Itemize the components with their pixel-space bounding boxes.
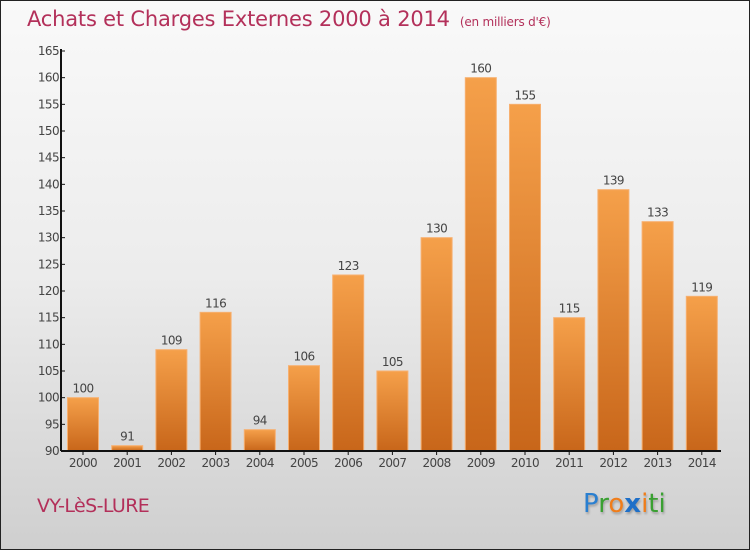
x-tick-label-2011: 2011 xyxy=(555,456,583,470)
x-tick-label-2012: 2012 xyxy=(599,456,627,470)
x-tick-label-2004: 2004 xyxy=(246,456,274,470)
logo-letter: r xyxy=(598,489,609,519)
value-label-2010: 155 xyxy=(514,88,535,102)
value-label-2013: 133 xyxy=(647,206,668,220)
x-tick-label-2013: 2013 xyxy=(644,456,672,470)
bar-2004 xyxy=(243,429,276,452)
y-tick-label-125: 125 xyxy=(38,257,59,271)
bar-2007 xyxy=(376,370,409,452)
y-tick-label-90: 90 xyxy=(45,444,59,458)
y-tick-label-145: 145 xyxy=(38,151,59,165)
y-tick-label-155: 155 xyxy=(38,97,59,111)
x-tick-label-2010: 2010 xyxy=(511,456,539,470)
y-tick-label-95: 95 xyxy=(45,417,59,431)
chart-title-text: Achats et Charges Externes 2000 à 2014 xyxy=(27,7,450,31)
value-label-2007: 105 xyxy=(382,355,403,369)
y-tick-label-150: 150 xyxy=(38,124,59,138)
bar-2000 xyxy=(67,397,99,452)
x-tick-label-2000: 2000 xyxy=(69,456,97,470)
x-tick-label-2009: 2009 xyxy=(467,456,495,470)
value-label-2004: 94 xyxy=(253,414,267,428)
value-label-2002: 109 xyxy=(161,334,182,348)
x-tick-label-2001: 2001 xyxy=(113,456,141,470)
bar-2010 xyxy=(509,103,541,452)
value-label-2006: 123 xyxy=(338,259,359,273)
y-tick-label-135: 135 xyxy=(38,204,59,218)
axes-group: 2000 2001 2002 2003 2004 2005 2006 2007 2008 2009… xyxy=(38,44,721,470)
value-label-2011: 115 xyxy=(559,302,580,316)
y-tick-label-165: 165 xyxy=(38,44,59,58)
y-tick-label-140: 140 xyxy=(38,177,59,191)
logo-letter: P xyxy=(583,489,599,519)
bar-2008 xyxy=(420,237,453,452)
x-tick-label-2005: 2005 xyxy=(290,456,318,470)
bar-2003 xyxy=(199,311,232,452)
bar-2002 xyxy=(155,349,188,452)
y-tick-label-130: 130 xyxy=(38,231,59,245)
x-tick-label-2003: 2003 xyxy=(202,456,230,470)
value-label-2000: 100 xyxy=(72,382,93,396)
bar-2012 xyxy=(597,189,630,452)
y-tick-label-115: 115 xyxy=(38,311,59,325)
value-label-2014: 119 xyxy=(691,280,712,294)
value-label-2003: 116 xyxy=(205,296,226,310)
chart-subtitle: (en milliers d'€) xyxy=(459,15,551,29)
logo-letter: i xyxy=(641,489,649,519)
logo-letter: i xyxy=(658,489,666,519)
logo-letter: x xyxy=(624,489,642,519)
y-tick-label-100: 100 xyxy=(38,391,59,405)
value-label-2012: 139 xyxy=(603,174,624,188)
x-tick-label-2008: 2008 xyxy=(423,456,451,470)
proxiti-logo: Proxiti xyxy=(583,489,666,519)
y-tick-label-160: 160 xyxy=(38,71,59,85)
town-name: VY-LèS-LURE xyxy=(37,495,150,517)
logo-letter: o xyxy=(608,489,625,519)
x-tick-label-2014: 2014 xyxy=(688,456,716,470)
bar-2006 xyxy=(332,274,365,452)
bar-2009 xyxy=(464,77,497,452)
bar-2013 xyxy=(641,221,674,452)
bar-2005 xyxy=(288,365,320,452)
logo-letter: t xyxy=(648,489,659,519)
x-tick-label-2007: 2007 xyxy=(378,456,406,470)
value-label-2009: 160 xyxy=(470,62,491,76)
bars-group: 100 91 109 116 94 106 123 105 130 160 155 115 139 133… xyxy=(67,62,718,452)
value-label-2001: 91 xyxy=(120,430,134,444)
x-tick-label-2002: 2002 xyxy=(157,456,185,470)
x-tick-label-2006: 2006 xyxy=(334,456,362,470)
chart-title: Achats et Charges Externes 2000 à 2014 (e… xyxy=(27,7,551,31)
bar-2014 xyxy=(685,295,718,452)
value-label-2008: 130 xyxy=(426,222,447,236)
bar-2011 xyxy=(553,317,586,452)
y-tick-label-105: 105 xyxy=(38,364,59,378)
value-label-2005: 106 xyxy=(293,350,314,364)
y-tick-label-110: 110 xyxy=(38,337,59,351)
y-tick-label-120: 120 xyxy=(38,284,59,298)
